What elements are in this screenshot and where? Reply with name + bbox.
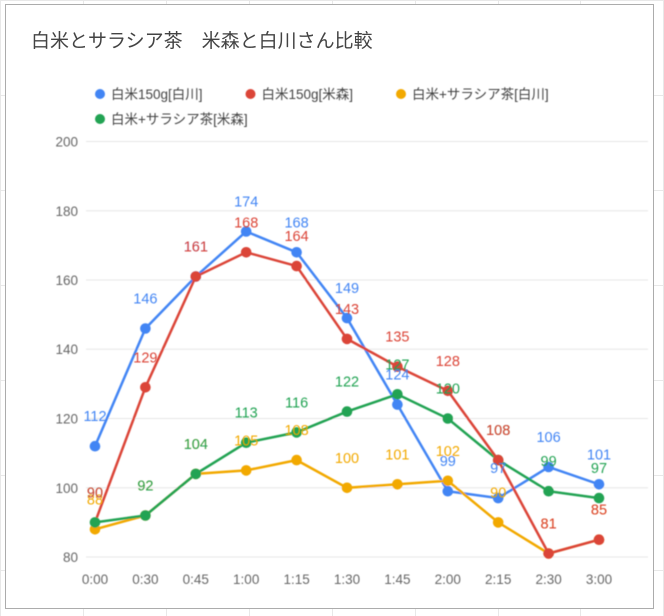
svg-text:146: 146 [133, 292, 157, 308]
svg-text:174: 174 [234, 195, 258, 211]
svg-text:180: 180 [55, 204, 78, 219]
svg-text:2:00: 2:00 [435, 572, 461, 587]
svg-text:80: 80 [63, 550, 78, 565]
svg-text:112: 112 [83, 409, 106, 425]
svg-text:99: 99 [541, 454, 557, 470]
svg-text:2:30: 2:30 [535, 572, 561, 587]
svg-text:127: 127 [385, 357, 409, 373]
svg-text:161: 161 [184, 240, 208, 256]
svg-text:100: 100 [55, 481, 78, 496]
svg-text:0:45: 0:45 [183, 572, 209, 587]
svg-text:81: 81 [541, 517, 557, 533]
svg-text:101: 101 [385, 447, 409, 463]
svg-text:200: 200 [55, 135, 78, 150]
svg-text:128: 128 [436, 354, 460, 370]
svg-text:92: 92 [137, 479, 153, 495]
svg-text:102: 102 [436, 444, 460, 460]
svg-text:白米+サラシア茶[白川]: 白米+サラシア茶[白川] [412, 87, 549, 102]
svg-text:1:00: 1:00 [233, 572, 259, 587]
svg-text:0:00: 0:00 [82, 572, 108, 587]
svg-text:90: 90 [87, 485, 103, 501]
svg-text:120: 120 [55, 412, 78, 427]
svg-text:1:15: 1:15 [283, 572, 309, 587]
svg-text:120: 120 [436, 382, 460, 398]
svg-text:白米+サラシア茶[米森]: 白米+サラシア茶[米森] [111, 112, 248, 127]
svg-text:85: 85 [591, 503, 607, 519]
svg-text:164: 164 [284, 229, 308, 245]
svg-text:100: 100 [335, 451, 359, 467]
svg-text:97: 97 [591, 461, 607, 477]
svg-text:106: 106 [536, 430, 560, 446]
svg-text:2:15: 2:15 [485, 572, 511, 587]
svg-text:97: 97 [490, 461, 506, 477]
svg-text:149: 149 [335, 281, 359, 297]
svg-text:3:00: 3:00 [586, 572, 612, 587]
svg-text:168: 168 [234, 215, 258, 231]
svg-text:160: 160 [55, 273, 78, 288]
svg-text:104: 104 [184, 437, 208, 453]
svg-text:129: 129 [133, 350, 157, 366]
svg-text:0:30: 0:30 [132, 572, 158, 587]
svg-text:白米150g[米森]: 白米150g[米森] [262, 87, 354, 102]
svg-text:113: 113 [235, 406, 258, 422]
svg-text:90: 90 [490, 485, 506, 501]
svg-text:108: 108 [284, 423, 308, 439]
svg-text:白米150g[白川]: 白米150g[白川] [111, 87, 203, 102]
svg-text:116: 116 [285, 395, 308, 411]
svg-text:140: 140 [55, 342, 78, 357]
svg-text:135: 135 [385, 330, 409, 346]
svg-text:108: 108 [486, 423, 510, 439]
svg-text:143: 143 [335, 302, 359, 318]
svg-text:105: 105 [234, 433, 258, 449]
svg-text:1:30: 1:30 [334, 572, 360, 587]
svg-text:122: 122 [335, 375, 359, 391]
svg-text:1:45: 1:45 [384, 572, 410, 587]
